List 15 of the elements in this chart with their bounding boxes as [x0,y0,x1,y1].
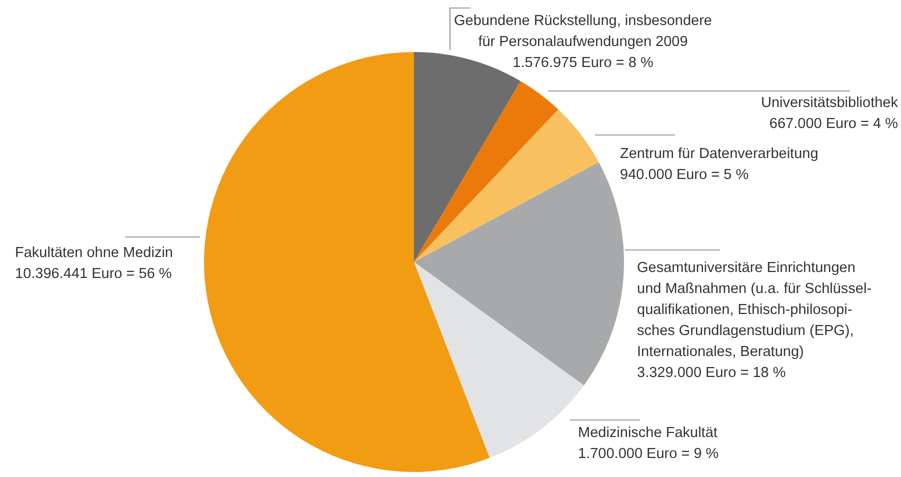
data-label: 3.329.000 Euro = 18 % [637,365,786,381]
slice-label: Gebundene Rückstellung, insbesondere für Personalaufwendungen 2009 [454,13,712,50]
slice-label: Gesamtuniversitäre Einrichtungen und Maßnahmen (u.a. für Schlüssel- qualifikationen, Ethisch-philosopi- sches Grundlagenstudium (EPG), Internationales, Beratung) [637,260,872,360]
pie-slice [414,109,599,262]
slice-label: Fakultäten ohne Medizin [15,245,173,261]
pie-slice [414,81,558,262]
data-label: 1.700.000 Euro = 9 % [578,446,719,462]
slice-label: Medizinische Fakultät [578,425,718,441]
data-label: 667.000 Euro = 4 % [769,116,898,132]
data-label: 1.576.975 Euro = 8 % [512,55,654,71]
slice-label: Zentrum für Datenverarbeitung [620,146,818,162]
pie-slice [204,52,490,472]
data-label: 10.396.441 Euro = 56 % [15,266,172,282]
slice-label: Universitätsbibliothek [760,95,899,111]
data-label: 940.000 Euro = 5 % [620,167,749,183]
